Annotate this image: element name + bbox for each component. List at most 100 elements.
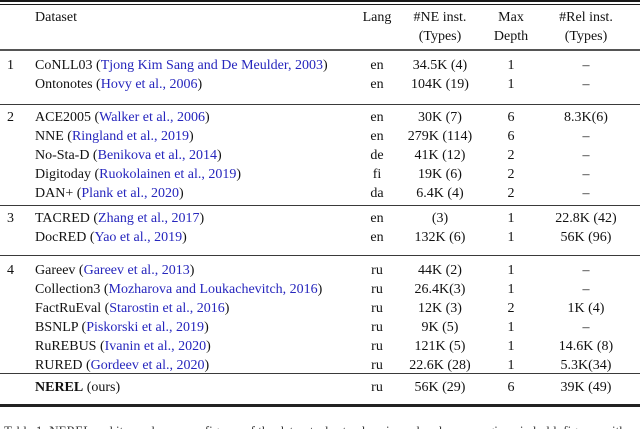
row-group-number: 3 <box>7 211 14 226</box>
lang-cell: en <box>370 58 384 73</box>
citation-link[interactable]: Mozharova and Loukachevitch, 2016 <box>108 282 318 297</box>
table-header: Dataset Lang #NE inst. (Types) Max Depth… <box>0 8 626 46</box>
rel-inst-cell: 5.3K(34) <box>560 358 612 373</box>
table-row: 4 Gareev (Gareev et al., 2013) ru 44K (2) 1 – <box>0 261 626 280</box>
table-row: 2 ACE2005 (Walker et al., 2006) en 30K (7) 6… <box>0 108 626 127</box>
row-group-number: 4 <box>7 263 14 278</box>
rel-inst-cell: – <box>582 129 590 144</box>
group-separator-3 <box>0 255 640 256</box>
ne-inst-cell: 9K (5) <box>421 320 459 335</box>
dataset-cell: BSNLP (Piskorski et al., 2019) <box>35 320 209 335</box>
ne-inst-cell: 41K (12) <box>414 148 466 163</box>
lang-cell: ru <box>371 263 383 278</box>
ne-inst-cell: 56K (29) <box>414 380 466 395</box>
lang-cell: de <box>370 148 384 163</box>
citation-link[interactable]: Walker et al., 2006 <box>99 110 205 125</box>
citation-link[interactable]: Tjong Kim Sang and De Meulder, 2003 <box>100 58 323 73</box>
row-group-number <box>0 165 28 184</box>
max-depth-cell: 2 <box>507 301 515 316</box>
row-group-number <box>0 378 28 397</box>
citation-link[interactable]: Yao et al., 2019 <box>94 230 183 245</box>
dataset-cell: RURED (Gordeev et al., 2020) <box>35 358 210 373</box>
dataset-cell: Collection3 (Mozharova and Loukachevitch… <box>35 282 323 297</box>
max-depth-cell: 1 <box>507 282 515 297</box>
table-row: BSNLP (Piskorski et al., 2019) ru 9K (5) 1 – <box>0 318 626 337</box>
rel-inst-cell: – <box>582 320 590 335</box>
rel-inst-cell: – <box>582 77 590 92</box>
rel-inst-cell: – <box>582 58 590 73</box>
ne-inst-cell: 30K (7) <box>418 110 462 125</box>
dataset-cell: RuREBUS (Ivanin et al., 2020) <box>35 339 211 354</box>
max-depth-cell: 1 <box>507 320 515 335</box>
row-group-number <box>0 146 28 165</box>
max-depth-cell: 1 <box>507 211 515 226</box>
header-max-depth: Max Depth <box>476 8 546 46</box>
max-depth-cell: 1 <box>507 339 515 354</box>
dataset-cell: Ontonotes (Hovy et al., 2006) <box>35 77 203 92</box>
dataset-cell: DocRED (Yao et al., 2019) <box>35 230 187 245</box>
bottom-rule <box>0 404 640 407</box>
table-row: 1 CoNLL03 (Tjong Kim Sang and De Meulder,… <box>0 56 626 75</box>
lang-cell: ru <box>371 380 383 395</box>
row-group-number: 2 <box>7 110 14 125</box>
max-depth-cell: 1 <box>507 230 515 245</box>
row-group-number <box>0 299 28 318</box>
rel-inst-cell: 8.3K(6) <box>564 110 608 125</box>
table-row: No-Sta-D (Benikova et al., 2014) de 41K (1… <box>0 146 626 165</box>
header-separator <box>0 49 640 51</box>
header-rel-inst: #Rel inst. (Types) <box>546 8 626 46</box>
rel-inst-cell: – <box>582 186 590 201</box>
citation-link[interactable]: Gareev et al., 2013 <box>83 263 190 278</box>
table-caption-partial: Table 1: NEREL and its predecessors: fig… <box>4 424 636 429</box>
citation-link[interactable]: Ruokolainen et al., 2019 <box>99 167 237 182</box>
rel-inst-cell: 22.8K (42) <box>555 211 617 226</box>
dataset-cell: FactRuEval (Starostin et al., 2016) <box>35 301 230 316</box>
header-rel-line1: #Rel inst. <box>559 10 613 25</box>
dataset-cell: No-Sta-D (Benikova et al., 2014) <box>35 148 222 163</box>
citation-link[interactable]: Piskorski et al., 2019 <box>86 320 205 335</box>
ne-inst-cell: 12K (3) <box>418 301 462 316</box>
header-ne-inst: #NE inst. (Types) <box>404 8 476 46</box>
max-depth-cell: 1 <box>507 77 515 92</box>
dataset-group-1: 1 CoNLL03 (Tjong Kim Sang and De Meulder,… <box>0 56 626 94</box>
ne-inst-cell: 6.4K (4) <box>416 186 464 201</box>
citation-link[interactable]: Starostin et al., 2016 <box>109 301 225 316</box>
ne-inst-cell: 22.6K (28) <box>409 358 471 373</box>
citation-link[interactable]: Ivanin et al., 2020 <box>104 339 207 354</box>
table-row: Digitoday (Ruokolainen et al., 2019) fi 19… <box>0 165 626 184</box>
max-depth-cell: 6 <box>507 110 515 125</box>
lang-cell: en <box>370 129 384 144</box>
table-row: RURED (Gordeev et al., 2020) ru 22.6K (28)… <box>0 356 626 375</box>
citation-link[interactable]: Plank et al., 2020 <box>81 186 179 201</box>
lang-cell: ru <box>371 358 383 373</box>
table-row: NNE (Ringland et al., 2019) en 279K (114) 6… <box>0 127 626 146</box>
rel-inst-cell: 56K (96) <box>560 230 612 245</box>
max-depth-cell: 6 <box>507 129 515 144</box>
table-row: DocRED (Yao et al., 2019) en 132K (6) 1 56K … <box>0 228 626 247</box>
citation-link[interactable]: Zhang et al., 2017 <box>98 211 200 226</box>
row-group-number <box>0 280 28 299</box>
lang-cell: en <box>370 77 384 92</box>
row-group-number <box>0 318 28 337</box>
ne-inst-cell: 34.5K (4) <box>412 58 468 73</box>
dataset-group-2: 2 ACE2005 (Walker et al., 2006) en 30K (7) 6… <box>0 108 626 203</box>
top-rule-inner <box>0 3 640 5</box>
citation-link[interactable]: Ringland et al., 2019 <box>71 129 189 144</box>
table-row: 3 TACRED (Zhang et al., 2017) en (3) 1 22.8K … <box>0 209 626 228</box>
header-ne-line2: (Types) <box>418 29 462 44</box>
ne-inst-cell: 132K (6) <box>414 230 466 245</box>
lang-cell: en <box>370 230 384 245</box>
lang-cell: ru <box>371 282 383 297</box>
ne-inst-cell: 19K (6) <box>418 167 462 182</box>
rel-inst-cell: – <box>582 282 590 297</box>
rel-inst-cell: – <box>582 263 590 278</box>
dataset-cell: Digitoday (Ruokolainen et al., 2019) <box>35 167 242 182</box>
citation-link[interactable]: Benikova et al., 2014 <box>97 148 217 163</box>
rel-inst-cell: 14.6K (8) <box>558 339 614 354</box>
lang-cell: ru <box>371 320 383 335</box>
lang-cell: fi <box>372 167 382 182</box>
dataset-group-nerel: NEREL (ours) ru 56K (29) 6 39K (49) <box>0 378 626 397</box>
citation-link[interactable]: Hovy et al., 2006 <box>100 77 198 92</box>
dataset-name: NEREL <box>35 380 84 395</box>
citation-link[interactable]: Gordeev et al., 2020 <box>90 358 205 373</box>
